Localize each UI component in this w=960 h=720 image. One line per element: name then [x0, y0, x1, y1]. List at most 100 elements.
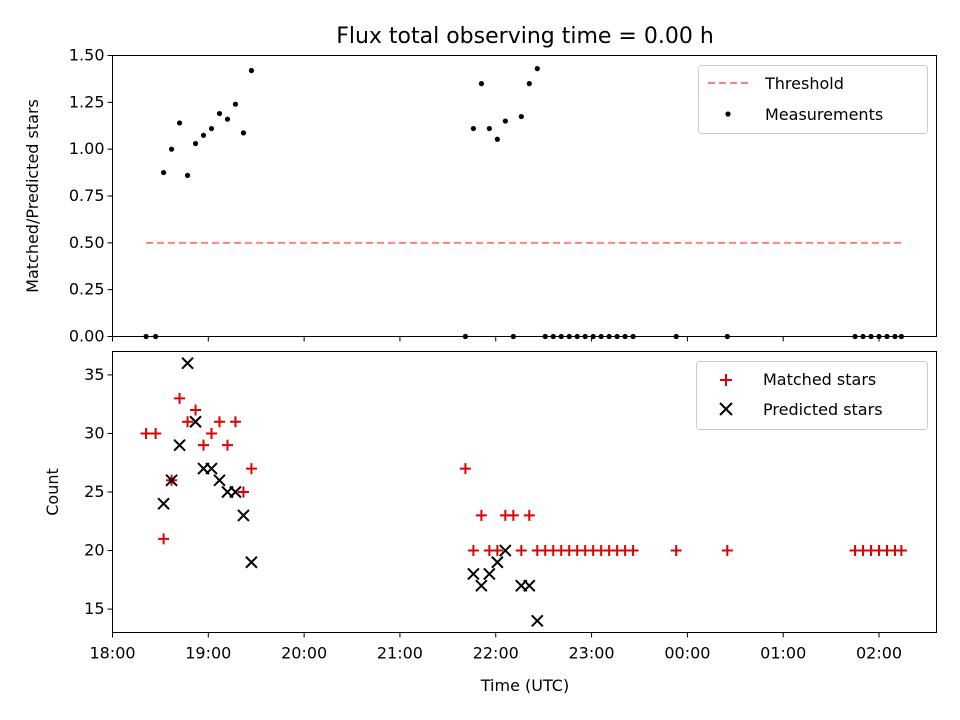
- matched-star-point: [459, 463, 471, 475]
- measurement-point: [898, 333, 904, 340]
- predicted-star-point: [499, 544, 512, 557]
- measurement-point: [153, 333, 159, 340]
- predicted-star-point: [531, 614, 544, 627]
- matched-star-point: [475, 509, 487, 521]
- x-tick-label: 18:00: [89, 644, 135, 663]
- x-tick-label: 00:00: [664, 644, 710, 663]
- measurement-point: [574, 333, 580, 340]
- measurement-point: [542, 333, 548, 340]
- measurement-point: [724, 333, 730, 340]
- predicted-star-point: [181, 357, 194, 370]
- matched-star-point: [140, 427, 152, 439]
- x-tick-label: 21:00: [377, 644, 423, 663]
- predicted-star-point: [483, 567, 496, 581]
- matched-star-point: [237, 486, 249, 498]
- measurement-point: [566, 333, 572, 340]
- measurement-point: [192, 140, 199, 147]
- measurement-point: [622, 333, 628, 340]
- top-legend-box: [698, 65, 928, 134]
- matched-star-point: [515, 545, 527, 557]
- measurement-point: [486, 125, 492, 132]
- matched-star-point: [895, 545, 907, 557]
- measurement-point: [240, 130, 247, 136]
- legend-matched-label: Matched stars: [763, 370, 876, 389]
- matched-star-point: [206, 427, 218, 439]
- measurement-point: [478, 81, 484, 87]
- matched-star-point: [523, 509, 535, 521]
- measurement-point: [892, 333, 898, 340]
- matched-star-point: [670, 545, 682, 557]
- legend-threshold-label: Threshold: [764, 74, 844, 93]
- measurement-point: [606, 333, 612, 340]
- matched-star-point: [221, 439, 233, 451]
- measurement-point: [558, 333, 564, 340]
- measurement-point: [232, 101, 239, 107]
- measurement-point: [143, 333, 149, 340]
- top-y-tick-label: 1.50: [69, 46, 105, 65]
- measurement-point: [534, 66, 540, 72]
- predicted-star-point: [157, 497, 170, 510]
- predicted-star-point: [205, 462, 218, 475]
- measurement-point: [868, 333, 874, 340]
- measurement-point: [630, 333, 636, 340]
- measurement-point: [224, 116, 231, 122]
- x-tick-label: 01:00: [760, 644, 806, 663]
- top-y-tick-label: 0.25: [69, 280, 105, 299]
- measurement-point: [200, 132, 207, 138]
- matched-star-point: [627, 545, 639, 557]
- measurement-point: [598, 333, 604, 340]
- measurement-point: [248, 67, 255, 74]
- measurement-point: [462, 333, 469, 340]
- predicted-star-point: [213, 474, 226, 487]
- measurement-point: [518, 113, 524, 120]
- measurement-point: [168, 146, 175, 152]
- matched-star-point: [150, 427, 162, 439]
- bottom-panel: Count Time (UTC) 15 20 25 30 35 18:00 19:00 20:…: [43, 351, 937, 695]
- predicted-star-point: [467, 567, 480, 581]
- measurement-point: [582, 333, 588, 340]
- predicted-star-point: [245, 556, 258, 569]
- matched-star-point: [174, 392, 186, 404]
- measurement-point: [590, 333, 596, 340]
- matched-star-point: [229, 416, 241, 428]
- matched-star-point: [721, 545, 733, 557]
- matched-star-point: [190, 404, 202, 416]
- measurement-point: [614, 333, 620, 340]
- x-tick-label: 02:00: [856, 644, 902, 663]
- bottom-y-tick-label: 15: [84, 599, 104, 618]
- x-tick-label: 20:00: [281, 644, 327, 663]
- legend-measurements-label: Measurements: [765, 105, 883, 124]
- top-y-axis-label: Matched/Predicted stars: [23, 99, 42, 293]
- measurement-point: [184, 172, 191, 178]
- matched-star-point: [158, 533, 170, 545]
- matched-star-point: [491, 545, 503, 557]
- bottom-legend: Matched stars Predicted stars: [696, 361, 928, 430]
- legend-measurements-swatch: [725, 111, 731, 117]
- measurement-point: [470, 125, 476, 132]
- matched-star-point: [198, 439, 210, 451]
- measurement-point: [208, 125, 215, 132]
- bottom-y-tick-label: 35: [84, 365, 104, 384]
- matched-star-point: [213, 416, 225, 428]
- matched-star-point: [507, 509, 519, 521]
- measurement-point: [161, 169, 167, 176]
- bottom-y-tick-label: 20: [84, 541, 104, 560]
- top-legend: Threshold Measurements: [698, 65, 928, 134]
- measurement-point: [860, 333, 866, 340]
- top-y-tick-label: 0.00: [69, 327, 105, 346]
- predicted-star-point: [523, 579, 536, 592]
- x-tick-label: 23:00: [569, 644, 615, 663]
- matched-star-point: [182, 416, 194, 428]
- x-tick-label: 19:00: [185, 644, 231, 663]
- measurement-point: [216, 110, 223, 117]
- measurement-point: [884, 333, 890, 340]
- x-tick-label: 22:00: [473, 644, 519, 663]
- legend-matched-swatch: [720, 374, 732, 386]
- measurement-point: [852, 333, 858, 340]
- matched-star-point: [245, 463, 257, 475]
- predicted-star-point: [189, 415, 202, 428]
- predicted-star-point: [475, 579, 488, 592]
- predicted-star-point: [229, 485, 242, 499]
- legend-predicted-swatch: [719, 402, 733, 416]
